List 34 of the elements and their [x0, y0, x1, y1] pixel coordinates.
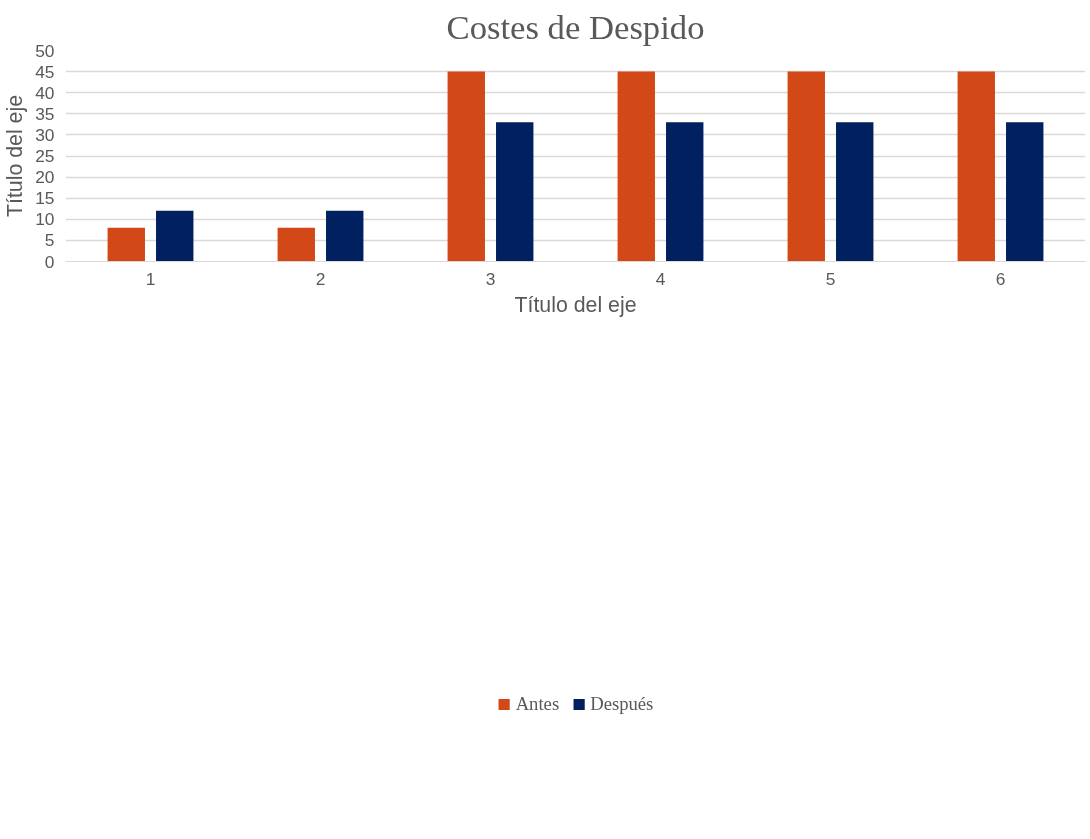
x-tick-label: 1: [145, 268, 156, 289]
chart-title: Costes de Despido: [446, 7, 705, 46]
bar: [666, 122, 704, 262]
x-tick-label: 4: [655, 268, 666, 289]
legend-label: Antes: [515, 692, 560, 715]
y-tick-label: 5: [44, 230, 55, 251]
bar: [1006, 122, 1044, 262]
bar: [156, 210, 194, 262]
legend-label: Después: [590, 692, 654, 715]
y-tick-label: 15: [35, 188, 55, 209]
bar: [326, 210, 364, 262]
bar: [277, 227, 315, 262]
y-tick-label: 10: [35, 209, 55, 230]
y-tick-label: 20: [35, 167, 55, 188]
bar: [836, 122, 874, 262]
bar: [957, 71, 995, 262]
x-tick-label: 3: [485, 268, 496, 289]
bar: [496, 122, 534, 262]
x-axis-title: Título del eje: [514, 292, 637, 317]
x-tick-label: 2: [315, 268, 326, 289]
bar: [447, 71, 485, 262]
y-tick-label: 50: [35, 40, 55, 61]
y-tick-label: 45: [35, 61, 55, 82]
bar: [617, 71, 655, 262]
y-tick-label: 25: [35, 146, 55, 166]
y-tick-label: 0: [44, 251, 55, 272]
bar: [107, 227, 145, 262]
bar: [787, 71, 825, 262]
x-tick-label: 6: [995, 268, 1006, 289]
y-tick-label: 35: [35, 103, 55, 124]
y-axis-title: Título del eje: [3, 94, 28, 218]
x-tick-label: 5: [825, 268, 836, 289]
y-tick-label: 30: [35, 124, 55, 145]
y-tick-label: 40: [35, 82, 55, 103]
